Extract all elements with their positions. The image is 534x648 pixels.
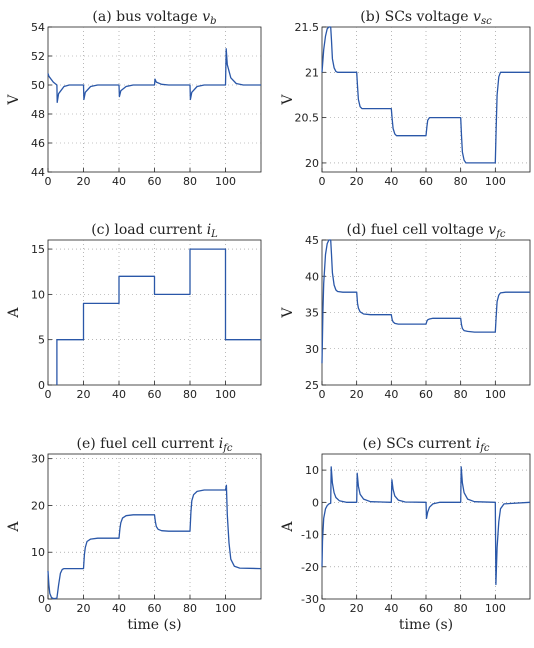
x-tick-label: 20 bbox=[350, 388, 364, 401]
x-tick-label: 20 bbox=[77, 175, 91, 188]
x-tick-label: 100 bbox=[215, 388, 236, 401]
y-tick-label: 44 bbox=[31, 166, 45, 179]
y-tick-label: 46 bbox=[31, 137, 45, 150]
chart-title: (a) bus voltage vb bbox=[92, 9, 216, 27]
x-axis-label: time (s) bbox=[127, 617, 181, 633]
x-tick-label: 40 bbox=[112, 175, 126, 188]
x-tick-label: 40 bbox=[384, 388, 398, 401]
x-tick-label: 100 bbox=[215, 175, 236, 188]
y-tick-label: 48 bbox=[31, 108, 45, 121]
x-tick-label: 0 bbox=[45, 175, 52, 188]
y-tick-label: 0 bbox=[38, 593, 45, 606]
x-tick-label: 20 bbox=[350, 175, 364, 188]
x-tick-label: 60 bbox=[148, 388, 162, 401]
x-axis-label: time (s) bbox=[399, 617, 453, 633]
y-tick-label: -30 bbox=[301, 593, 319, 606]
chart-panel-5: 0 20 40 60 80 100 0 10 20 30 (e) fuel cell current… bbox=[6, 436, 262, 633]
x-tick-label: 40 bbox=[112, 602, 126, 615]
y-tick-label: 35 bbox=[305, 307, 319, 320]
x-tick-label: 0 bbox=[319, 602, 326, 615]
x-tick-label: 0 bbox=[45, 388, 52, 401]
y-tick-label: 21.5 bbox=[295, 21, 320, 34]
y-tick-label: 0 bbox=[312, 496, 319, 509]
x-tick-label: 80 bbox=[183, 175, 197, 188]
series-line bbox=[321, 466, 531, 586]
x-tick-label: 80 bbox=[183, 602, 197, 615]
y-tick-label: 20 bbox=[31, 499, 45, 512]
x-tick-label: 0 bbox=[319, 388, 326, 401]
x-tick-label: 80 bbox=[454, 388, 468, 401]
x-tick-label: 20 bbox=[350, 602, 364, 615]
x-tick-label: 40 bbox=[384, 175, 398, 188]
series-line bbox=[321, 26, 530, 164]
x-tick-label: 60 bbox=[419, 388, 433, 401]
y-axis-label: V bbox=[280, 94, 296, 106]
y-tick-label: -20 bbox=[301, 561, 319, 574]
chart-title: (e) fuel cell current ifc bbox=[76, 436, 232, 454]
x-tick-label: 100 bbox=[485, 388, 506, 401]
y-tick-label: -10 bbox=[301, 529, 319, 542]
series-line bbox=[47, 484, 262, 600]
x-tick-label: 60 bbox=[419, 175, 433, 188]
y-tick-label: 25 bbox=[305, 379, 319, 392]
chart-title: (b) SCs voltage vsc bbox=[360, 9, 492, 27]
y-tick-label: 30 bbox=[305, 343, 319, 356]
x-tick-label: 60 bbox=[419, 602, 433, 615]
x-tick-label: 40 bbox=[112, 388, 126, 401]
y-tick-label: 10 bbox=[305, 464, 319, 477]
y-tick-label: 21 bbox=[305, 66, 319, 79]
y-axis-label: A bbox=[280, 521, 296, 533]
x-tick-label: 60 bbox=[148, 175, 162, 188]
chart-panel-1: 0 20 40 60 80 100 44 46 48 50 52 54 (a) bus voltage … bbox=[6, 9, 262, 188]
chart-panel-3: 0 20 40 60 80 100 0 5 10 15 (c) load current iL A bbox=[6, 222, 262, 401]
x-tick-label: 0 bbox=[319, 175, 326, 188]
y-tick-label: 5 bbox=[38, 334, 45, 347]
x-tick-label: 40 bbox=[384, 602, 398, 615]
x-tick-label: 20 bbox=[77, 388, 91, 401]
series-line bbox=[56, 248, 261, 385]
x-tick-label: 80 bbox=[183, 388, 197, 401]
x-tick-label: 0 bbox=[45, 602, 52, 615]
y-tick-label: 10 bbox=[31, 546, 45, 559]
x-tick-label: 80 bbox=[454, 602, 468, 615]
x-tick-label: 100 bbox=[215, 602, 236, 615]
chart-panel-4: 0 20 40 60 80 100 25 30 35 40 45 (d) fuel cell volt… bbox=[280, 222, 531, 401]
y-axis-label: A bbox=[6, 307, 22, 319]
y-tick-label: 20 bbox=[305, 157, 319, 170]
y-tick-label: 40 bbox=[305, 270, 319, 283]
x-tick-label: 20 bbox=[77, 602, 91, 615]
x-tick-label: 100 bbox=[485, 175, 506, 188]
series-line bbox=[47, 48, 261, 104]
x-tick-label: 80 bbox=[454, 175, 468, 188]
series-line bbox=[321, 239, 530, 364]
y-tick-label: 45 bbox=[305, 234, 319, 247]
chart-title: (c) load current iL bbox=[91, 222, 218, 240]
y-tick-label: 50 bbox=[31, 79, 45, 92]
y-tick-label: 54 bbox=[31, 21, 45, 34]
y-tick-label: 30 bbox=[31, 453, 45, 466]
y-axis-label: V bbox=[6, 94, 22, 106]
y-tick-label: 20.5 bbox=[295, 112, 320, 125]
y-axis-label: A bbox=[6, 521, 22, 533]
chart-title: (d) fuel cell voltage vfc bbox=[347, 222, 506, 240]
y-tick-label: 0 bbox=[38, 379, 45, 392]
y-tick-label: 52 bbox=[31, 50, 45, 63]
chart-title: (e) SCs current ifc bbox=[362, 436, 489, 454]
y-tick-label: 10 bbox=[31, 288, 45, 301]
x-tick-label: 60 bbox=[148, 602, 162, 615]
chart-panel-6: 0 20 40 60 80 100 -30 -20 -10 0 10 (e) SCs current … bbox=[280, 436, 531, 633]
x-tick-label: 100 bbox=[485, 602, 506, 615]
y-tick-label: 15 bbox=[31, 243, 45, 256]
y-axis-label: V bbox=[280, 307, 296, 319]
